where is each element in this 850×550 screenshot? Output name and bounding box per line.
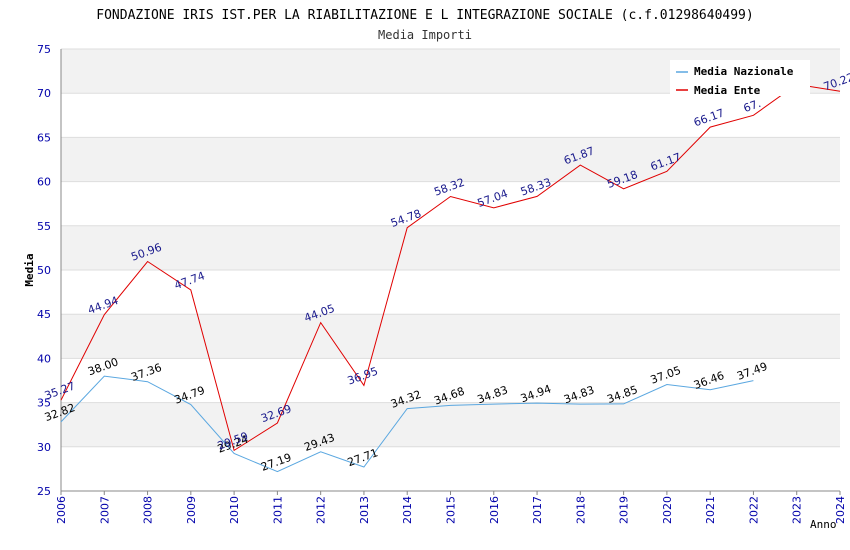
y-tick-label: 25 [37, 485, 51, 498]
x-tick-label: 2007 [98, 496, 111, 524]
x-tick-label: 2022 [747, 496, 760, 524]
x-tick-label: 2009 [185, 496, 198, 524]
x-tick-label: 2023 [791, 496, 804, 524]
x-tick-label: 2024 [834, 496, 847, 524]
y-tick-label: 75 [37, 43, 51, 56]
plot-band [61, 402, 840, 447]
chart-subtitle: Media Importi [378, 28, 472, 42]
x-tick-label: 2021 [704, 496, 717, 524]
y-tick-label: 40 [37, 352, 51, 365]
plot-band [61, 314, 840, 359]
legend-label-ente: Media Ente [694, 84, 761, 97]
y-tick-label: 35 [37, 397, 51, 410]
y-tick-label: 70 [37, 87, 51, 100]
x-axis-label: Anno [810, 518, 837, 531]
series-line-media-nazionale [60, 375, 754, 473]
plot-band [61, 225, 840, 270]
x-tick-label: 2010 [228, 496, 241, 524]
x-tick-label: 2012 [315, 496, 328, 524]
x-tick-label: 2008 [142, 496, 155, 524]
y-tick-label: 55 [37, 220, 51, 233]
x-tick-label: 2018 [574, 496, 587, 524]
y-tick-label: 65 [37, 131, 51, 144]
plot-band [61, 270, 840, 315]
legend: Media Nazionale Media Ente [670, 60, 810, 97]
x-axis: 2006 2007 2008 2009 2010 2011 2012 2013 2014 2015… [55, 491, 847, 524]
x-tick-label: 2015 [445, 496, 458, 524]
x-tick-label: 2017 [531, 496, 544, 524]
x-tick-label: 2011 [271, 496, 284, 524]
x-tick-label: 2019 [618, 496, 631, 524]
y-axis-label: Media [23, 253, 36, 286]
plot-band [61, 181, 840, 226]
plot-band [61, 93, 840, 138]
legend-label-nazionale: Media Nazionale [694, 65, 794, 78]
y-tick-label: 45 [37, 308, 51, 321]
data-label-ente: 67. [742, 97, 763, 115]
x-tick-label: 2020 [661, 496, 674, 524]
chart-title: FONDAZIONE IRIS IST.PER LA RIABILITAZION… [96, 8, 753, 23]
y-tick-label: 60 [37, 176, 51, 189]
plot-background [61, 49, 840, 491]
plot-band [61, 358, 840, 403]
x-tick-label: 2013 [358, 496, 371, 524]
series-lines [60, 83, 841, 473]
x-tick-label: 2014 [401, 496, 414, 524]
series-line-media-ente [60, 83, 841, 452]
x-tick-label: 2016 [488, 496, 501, 524]
legend-box [670, 60, 810, 96]
y-tick-label: 30 [37, 441, 51, 454]
y-axis: 25 30 35 40 45 50 55 60 65 70 75 [37, 43, 51, 498]
plot-band [61, 446, 840, 491]
y-tick-label: 50 [37, 264, 51, 277]
plot-band [61, 137, 840, 182]
x-tick-label: 2006 [55, 496, 68, 524]
